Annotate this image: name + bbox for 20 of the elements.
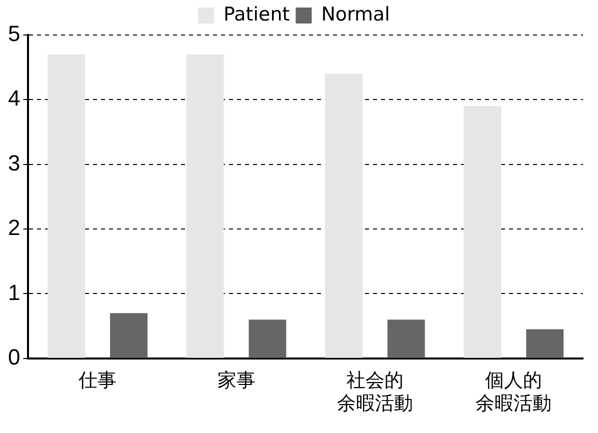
bar	[325, 74, 362, 358]
x-tick-label: 個人的余暇活動	[476, 370, 552, 415]
legend-label: Normal	[321, 3, 390, 26]
legend-label: Patient	[224, 3, 290, 26]
bar	[387, 320, 425, 358]
y-tick-label: 5	[8, 21, 20, 46]
bar	[526, 329, 564, 358]
y-tick-label: 4	[8, 86, 20, 111]
bar	[186, 54, 224, 358]
y-tick-label: 1	[8, 280, 20, 305]
y-tick-label: 0	[8, 344, 20, 370]
bar	[464, 106, 502, 358]
bar	[48, 54, 86, 358]
bar	[110, 313, 148, 358]
y-tick-label: 2	[8, 215, 20, 240]
x-tick-label: 社会的余暇活動	[336, 370, 413, 415]
bar	[248, 320, 286, 358]
y-tick-label: 3	[8, 150, 20, 176]
x-tick-label: 家事	[217, 370, 256, 392]
x-tick-label: 仕事	[78, 370, 117, 392]
